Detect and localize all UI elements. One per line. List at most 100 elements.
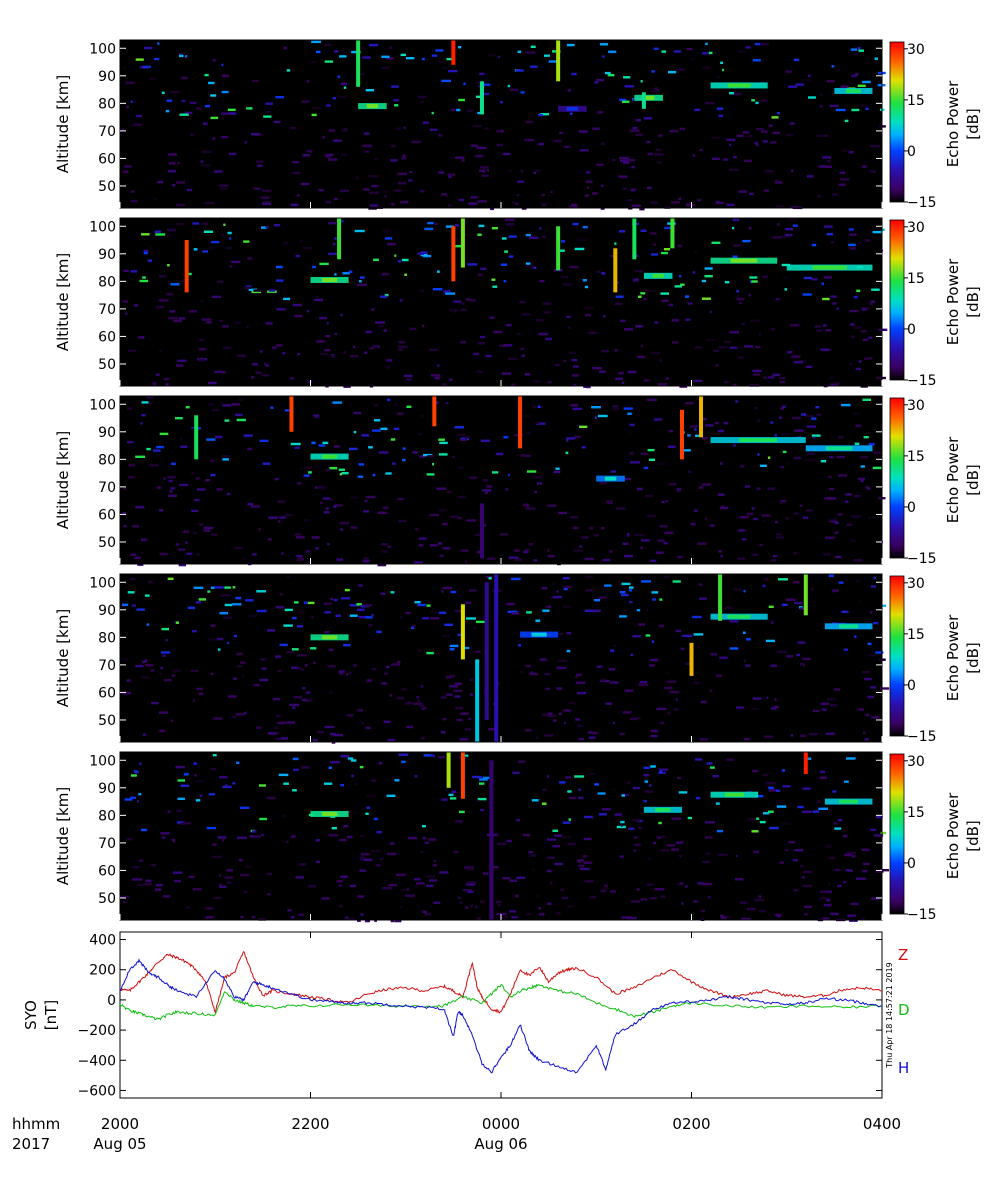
y-tick-label: 50: [98, 357, 116, 373]
rti-panel-2: 50 60 70 80 90 100 Altitude [km] 30 15 0 −15 Echo P…: [54, 217, 982, 389]
colorbar-tick-label: −15: [907, 907, 937, 923]
echo-layer-core: [321, 277, 338, 282]
y-tick-label: 200: [89, 963, 116, 979]
y-tick-label: 80: [98, 274, 116, 290]
y-axis-label: Altitude [km]: [54, 431, 72, 529]
colorbar-unit: [dB]: [964, 108, 982, 140]
legend-label-z: Z: [898, 946, 908, 964]
legend-label-h: H: [898, 1059, 909, 1077]
echo-column: [484, 582, 489, 720]
echo-layer-core: [655, 807, 671, 812]
y-tick-label: 400: [89, 933, 116, 949]
x-date-label: Aug 06: [474, 1135, 527, 1153]
magnetometer-frame: [119, 931, 883, 1099]
colorbar-tick-label: 15: [907, 449, 925, 465]
colorbar-unit: [dB]: [964, 286, 982, 318]
y-axis-label: Altitude [km]: [54, 75, 72, 173]
echo-layer-core: [825, 446, 853, 451]
echo-layer-core: [727, 614, 751, 619]
echo-column: [518, 396, 523, 449]
echo-layer-core: [839, 624, 859, 629]
y-axis-label: SYO: [22, 1000, 40, 1030]
echo-column: [460, 218, 465, 268]
y-tick-label: 60: [98, 329, 116, 345]
y-tick-label: 100: [89, 575, 116, 591]
y-tick-label: 70: [98, 658, 116, 674]
y-axis-unit: [nT]: [42, 1000, 60, 1030]
echo-column: [479, 503, 484, 559]
echo-column: [460, 604, 465, 660]
echo-column: [446, 752, 451, 788]
colorbar-label: Echo Power: [944, 614, 962, 701]
colorbar: [889, 753, 905, 915]
y-tick-label: 90: [98, 603, 116, 619]
x-tick-label: 0000: [482, 1115, 520, 1133]
colorbar: [889, 41, 905, 203]
echo-column: [670, 218, 675, 249]
colorbar: [889, 219, 905, 381]
echo-column: [432, 396, 437, 427]
colorbar-unit: [dB]: [964, 820, 982, 852]
y-axis-label: Altitude [km]: [54, 253, 72, 351]
colorbar-tick-label: 15: [907, 93, 925, 109]
echo-column: [451, 226, 456, 282]
echo-layer-core: [604, 476, 617, 481]
echo-layer-core: [321, 454, 338, 459]
echo-layer-core: [321, 811, 338, 816]
echo-layer-core: [321, 635, 338, 640]
rti-panel-1: 50 60 70 80 90 100 Altitude [km] 30 15 0 −15 Echo P…: [54, 39, 982, 211]
y-tick-label: 80: [98, 630, 116, 646]
echo-column: [356, 40, 361, 87]
echo-column: [803, 574, 808, 616]
echo-column: [803, 752, 808, 775]
echo-noise: [121, 574, 890, 744]
colorbar-label: Echo Power: [944, 792, 962, 879]
echo-column: [184, 240, 189, 293]
y-tick-label: −200: [78, 1023, 116, 1039]
echo-layer-core: [366, 104, 379, 109]
colorbar-tick-label: −15: [907, 373, 937, 389]
colorbar-tick-label: −15: [907, 195, 937, 211]
colorbar-tick-label: 0: [907, 144, 916, 160]
echo-layer-core: [845, 88, 862, 93]
echo-column: [689, 642, 694, 676]
y-tick-label: 50: [98, 179, 116, 195]
echo-layer-core: [652, 273, 664, 278]
y-tick-label: 50: [98, 535, 116, 551]
year-label: 2017: [12, 1135, 50, 1153]
echo-column: [641, 92, 646, 109]
echo-layer-core: [727, 83, 751, 88]
echo-column: [494, 574, 499, 742]
colorbar-label: Echo Power: [944, 436, 962, 523]
panel-background: [120, 396, 882, 564]
panel-background: [120, 752, 882, 920]
x-tick-label: 2200: [291, 1115, 329, 1133]
y-tick-label: 90: [98, 425, 116, 441]
echo-layer-core: [730, 258, 758, 263]
y-tick-label: 70: [98, 836, 116, 852]
y-tick-label: 90: [98, 69, 116, 85]
colorbar-tick-label: 0: [907, 322, 916, 338]
y-tick-label: 60: [98, 863, 116, 879]
y-tick-label: 60: [98, 151, 116, 167]
echo-column: [679, 409, 684, 460]
panel-background: [120, 574, 882, 742]
colorbar-tick-label: 0: [907, 856, 916, 872]
colorbar-tick-label: 30: [907, 398, 925, 414]
echo-layer-core: [839, 799, 859, 804]
echo-column: [451, 40, 456, 65]
echo-noise: [122, 396, 886, 567]
series-line-d: [119, 983, 883, 1021]
echo-layer-core: [739, 438, 778, 443]
y-tick-label: 90: [98, 781, 116, 797]
y-tick-label: −600: [78, 1083, 116, 1099]
y-tick-label: 100: [89, 753, 116, 769]
series-line-h: [119, 958, 883, 1074]
echo-layer-core: [642, 95, 655, 100]
y-tick-label: 70: [98, 302, 116, 318]
x-tick-label: 2000: [101, 1115, 139, 1133]
echo-layer-core: [566, 106, 579, 111]
colorbar-unit: [dB]: [964, 464, 982, 496]
colorbar-tick-label: 30: [907, 42, 925, 58]
